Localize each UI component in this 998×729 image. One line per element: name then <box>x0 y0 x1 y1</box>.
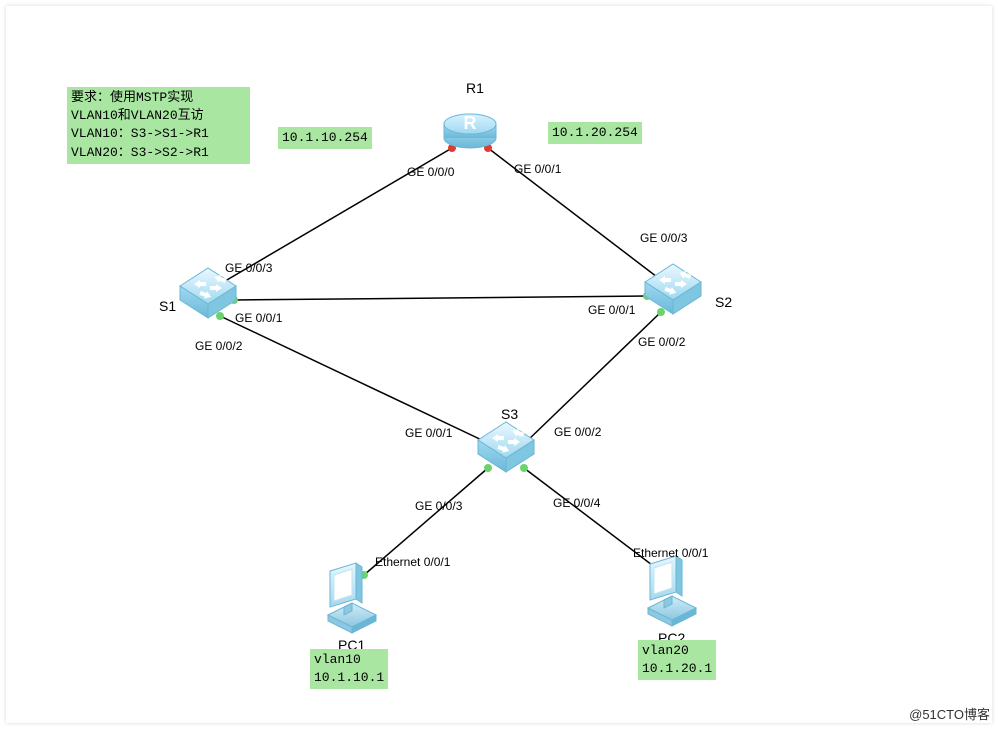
pc2-info: vlan20 10.1.20.1 <box>638 640 716 680</box>
pc-icon <box>648 556 696 626</box>
port-label: GE 0/0/1 <box>405 426 452 440</box>
link-S2-S3 <box>526 312 661 442</box>
switch-icon <box>645 264 701 314</box>
port-label: GE 0/0/1 <box>235 311 282 325</box>
node-label-S1: S1 <box>159 298 176 314</box>
ip-r1-left: 10.1.10.254 <box>278 127 372 149</box>
links-layer <box>216 144 665 579</box>
port-label: GE 0/0/2 <box>195 339 242 353</box>
port-label: GE 0/0/3 <box>640 231 687 245</box>
ip-r1-right: 10.1.20.254 <box>548 122 642 144</box>
port-label: Ethernet 0/0/1 <box>633 546 708 560</box>
link-S1-S3 <box>220 316 486 442</box>
port-label: GE 0/0/2 <box>554 425 601 439</box>
watermark: @51CTO博客 <box>909 704 990 723</box>
router-icon: R <box>444 113 496 148</box>
port-dot <box>484 464 492 472</box>
link-S1-S2 <box>234 296 647 300</box>
port-label: GE 0/0/4 <box>553 496 600 510</box>
port-label: GE 0/0/3 <box>225 261 272 275</box>
port-label: GE 0/0/1 <box>588 303 635 317</box>
pc1-info: vlan10 10.1.10.1 <box>310 649 388 689</box>
node-label-S3: S3 <box>501 406 518 422</box>
port-label: GE 0/0/0 <box>407 165 454 179</box>
node-label-S2: S2 <box>715 294 732 310</box>
svg-text:R: R <box>464 113 477 133</box>
port-dot <box>657 308 665 316</box>
port-dot <box>216 312 224 320</box>
port-label: GE 0/0/3 <box>415 499 462 513</box>
pc-icon <box>328 563 376 633</box>
requirements-box: 要求：使用MSTP实现 VLAN10和VLAN20互访 VLAN10：S3->S… <box>67 87 250 164</box>
port-label: Ethernet 0/0/1 <box>375 555 450 569</box>
port-label: GE 0/0/1 <box>514 162 561 176</box>
port-label: GE 0/0/2 <box>638 335 685 349</box>
node-label-R1: R1 <box>466 80 484 96</box>
port-dot <box>520 464 528 472</box>
switch-icon <box>180 268 236 318</box>
